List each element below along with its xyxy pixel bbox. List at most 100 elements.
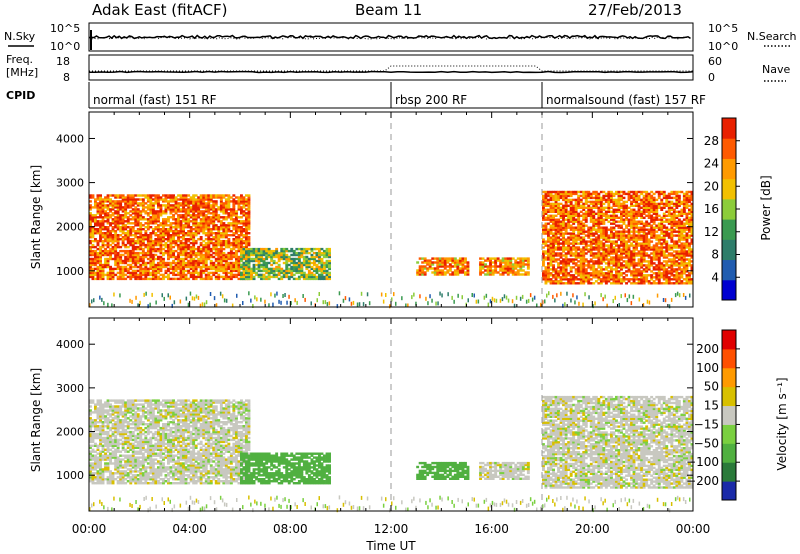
power-cell bbox=[204, 206, 208, 209]
power-cell bbox=[610, 248, 613, 251]
power-cell bbox=[245, 214, 248, 217]
power-cell bbox=[245, 234, 248, 237]
power-cell bbox=[640, 278, 644, 281]
power-cell bbox=[199, 253, 203, 257]
power-cell bbox=[597, 196, 601, 200]
power-cell bbox=[672, 274, 676, 277]
power-cell bbox=[139, 243, 143, 247]
power-cell bbox=[328, 247, 331, 251]
power-cell bbox=[567, 220, 571, 223]
power-cell bbox=[547, 200, 550, 204]
power-cell bbox=[212, 206, 216, 209]
power-cell bbox=[307, 275, 311, 279]
power-cell bbox=[547, 238, 550, 241]
power-cell bbox=[682, 238, 686, 241]
power-cell bbox=[635, 244, 638, 247]
power-cell bbox=[577, 254, 581, 257]
power-cell bbox=[292, 251, 296, 255]
power-cell bbox=[187, 245, 191, 249]
power-cell bbox=[252, 257, 256, 261]
power-cell bbox=[622, 208, 626, 211]
power-cell bbox=[627, 218, 631, 221]
power-cell bbox=[209, 238, 213, 241]
power-cell bbox=[146, 251, 150, 255]
power-cell bbox=[557, 258, 560, 261]
power-cell bbox=[554, 226, 558, 229]
power-cell bbox=[574, 258, 578, 261]
power-cell bbox=[557, 228, 560, 231]
power-cell bbox=[169, 212, 173, 215]
power-cell bbox=[224, 218, 228, 221]
power-cell bbox=[547, 228, 550, 231]
power-cell bbox=[642, 212, 646, 215]
power-cell bbox=[182, 247, 185, 251]
power-cell bbox=[96, 273, 100, 277]
power-cell bbox=[637, 262, 641, 265]
power-cell bbox=[428, 263, 432, 266]
power-cell bbox=[307, 247, 311, 251]
power-cell bbox=[262, 265, 266, 269]
power-cell bbox=[167, 194, 170, 197]
power-cell bbox=[443, 257, 447, 260]
power-cell bbox=[202, 210, 206, 213]
power-cell bbox=[582, 238, 586, 241]
power-cell bbox=[569, 254, 573, 257]
power-cell bbox=[655, 278, 659, 281]
power-cell bbox=[94, 202, 97, 205]
power-cell bbox=[89, 220, 92, 223]
power-cell bbox=[675, 196, 679, 200]
power-cell bbox=[569, 194, 573, 198]
power-cell bbox=[647, 246, 651, 249]
power-cell bbox=[154, 226, 158, 229]
power-cell bbox=[592, 216, 596, 219]
power-cell bbox=[300, 269, 304, 273]
power-cell bbox=[224, 206, 228, 209]
power-cell bbox=[557, 270, 560, 273]
power-cell bbox=[222, 194, 226, 197]
power-cell bbox=[630, 220, 633, 223]
power-cell bbox=[657, 218, 661, 221]
power-cell bbox=[426, 267, 430, 270]
power-cell bbox=[199, 255, 203, 259]
power-cell bbox=[277, 269, 281, 273]
power-cell bbox=[126, 255, 130, 259]
power-cell bbox=[194, 261, 198, 265]
power-cell bbox=[572, 220, 576, 223]
power-cell bbox=[136, 265, 140, 269]
power-cell bbox=[237, 208, 241, 211]
power-cell bbox=[310, 247, 314, 251]
power-cell bbox=[162, 243, 165, 247]
power-cell bbox=[179, 210, 183, 213]
power-cell bbox=[237, 245, 241, 249]
power-cell bbox=[229, 241, 233, 245]
power-cell bbox=[554, 260, 558, 263]
power-cell bbox=[660, 228, 664, 231]
power-cell bbox=[202, 265, 206, 269]
power-cell bbox=[247, 214, 251, 217]
power-cell bbox=[544, 250, 548, 253]
power-cell bbox=[222, 253, 226, 257]
power-cell bbox=[667, 210, 671, 213]
power-cell bbox=[104, 204, 107, 207]
power-cell bbox=[514, 259, 518, 262]
power-cell bbox=[197, 214, 201, 217]
power-cell bbox=[574, 242, 578, 245]
power-cell bbox=[212, 238, 216, 241]
power-cell bbox=[642, 210, 646, 213]
power-cell bbox=[139, 267, 143, 271]
power-cell bbox=[645, 246, 649, 249]
power-cell bbox=[665, 274, 669, 277]
power-cell bbox=[630, 202, 633, 206]
power-cell bbox=[149, 263, 153, 267]
power-cell bbox=[544, 272, 548, 275]
power-cell bbox=[542, 216, 545, 219]
power-cell bbox=[491, 261, 495, 264]
power-cell bbox=[219, 241, 223, 245]
power-cell bbox=[204, 214, 208, 217]
power-cell bbox=[204, 208, 208, 211]
power-cell bbox=[426, 261, 430, 264]
power-cell bbox=[131, 259, 135, 263]
power-cell bbox=[635, 272, 638, 275]
power-cell bbox=[129, 226, 133, 229]
power-cell bbox=[579, 232, 583, 235]
